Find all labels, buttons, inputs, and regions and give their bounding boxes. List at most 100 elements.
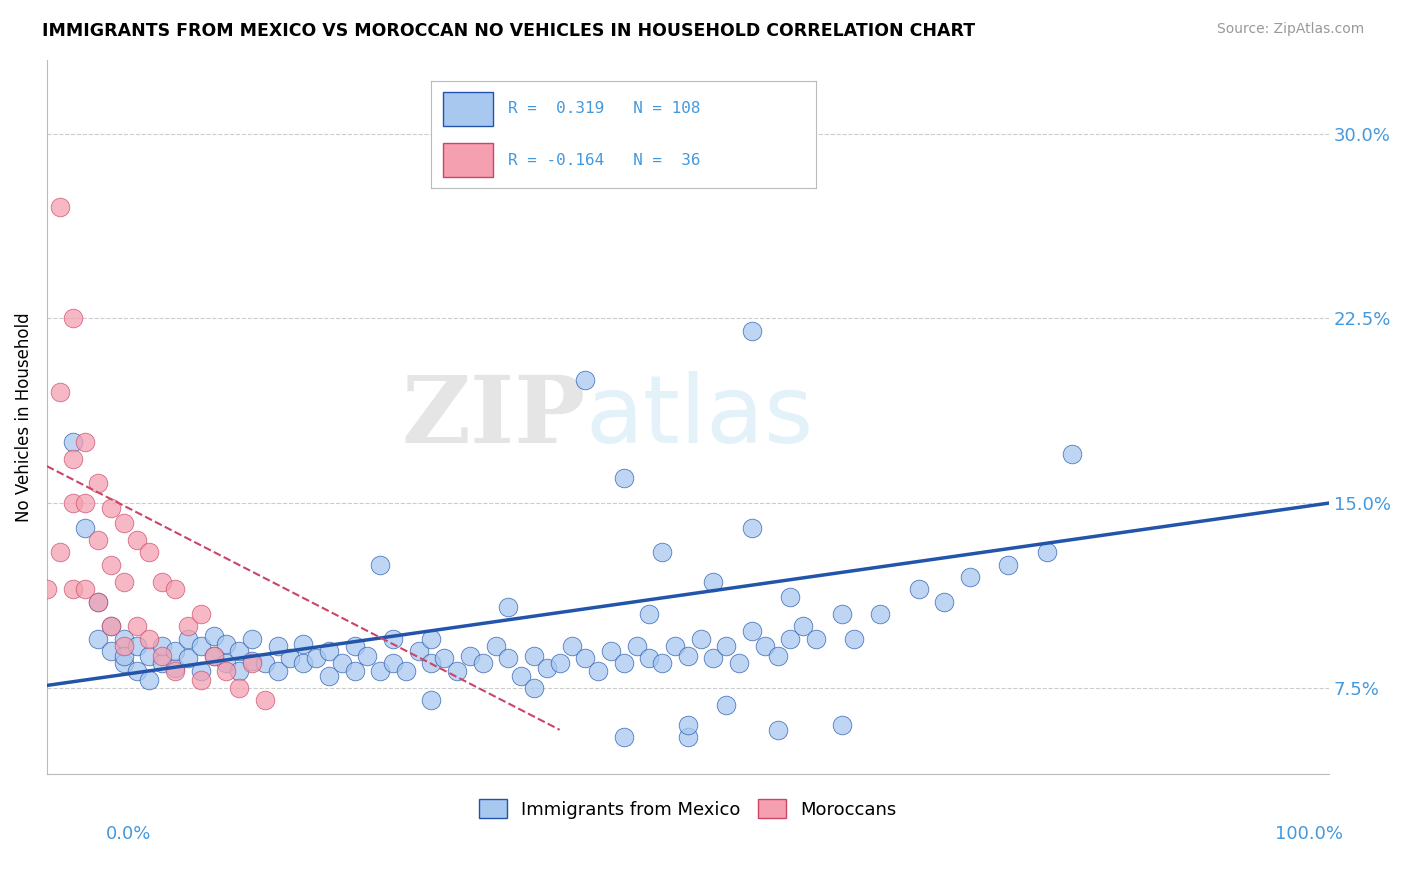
Point [190,673,212,688]
Point [138,632,160,646]
Point [165,582,187,597]
Point [177,632,200,646]
Point [638,651,661,665]
Point [87,533,110,547]
Point [600,644,623,658]
Point [100,619,122,633]
Point [676,718,699,732]
Point [150,657,173,671]
Point [356,648,378,663]
Point [741,324,763,338]
Point [125,533,148,547]
Point [165,664,187,678]
Point [997,558,1019,572]
Point [651,657,673,671]
Text: 0.0%: 0.0% [105,825,150,843]
Point [150,639,173,653]
Point [292,636,315,650]
Point [87,595,110,609]
Point [177,619,200,633]
Point [138,648,160,663]
Point [138,673,160,688]
Point [266,639,288,653]
Point [112,632,135,646]
Text: atlas: atlas [585,371,814,463]
Point [613,730,636,744]
Point [1035,545,1057,559]
Point [804,632,827,646]
Point [536,661,558,675]
Point [202,648,225,663]
Point [382,657,405,671]
Point [831,607,853,621]
Point [1062,447,1084,461]
Point [716,698,738,713]
Point [613,657,636,671]
Point [190,639,212,653]
Point [112,574,135,589]
Point [112,657,135,671]
Point [382,632,405,646]
Point [253,693,276,707]
Point [240,654,263,668]
Point [716,639,738,653]
Point [844,632,866,646]
Text: ZIP: ZIP [401,372,585,462]
Point [138,545,160,559]
Point [330,657,353,671]
Point [150,574,173,589]
Point [754,639,776,653]
Point [561,639,583,653]
Point [741,624,763,639]
Point [228,664,250,678]
Point [202,629,225,643]
Point [75,582,97,597]
Point [638,607,661,621]
Point [215,664,238,678]
Y-axis label: No Vehicles in Household: No Vehicles in Household [15,312,32,522]
Point [676,648,699,663]
Point [741,521,763,535]
Point [934,595,956,609]
Point [266,664,288,678]
Point [112,648,135,663]
Point [779,590,801,604]
Point [100,644,122,658]
Point [125,664,148,678]
Point [165,644,187,658]
Point [395,664,418,678]
Legend: Immigrants from Mexico, Moroccans: Immigrants from Mexico, Moroccans [472,792,904,826]
Point [651,545,673,559]
Point [190,664,212,678]
Point [368,664,391,678]
Point [87,476,110,491]
Point [702,651,724,665]
Point [35,582,58,597]
Point [75,434,97,449]
Point [215,657,238,671]
Point [280,651,302,665]
Point [62,434,84,449]
Point [125,639,148,653]
Point [510,668,533,682]
Point [112,639,135,653]
Point [228,644,250,658]
Text: IMMIGRANTS FROM MEXICO VS MOROCCAN NO VEHICLES IN HOUSEHOLD CORRELATION CHART: IMMIGRANTS FROM MEXICO VS MOROCCAN NO VE… [42,22,976,40]
Point [343,639,366,653]
Point [548,657,571,671]
Point [586,664,609,678]
Point [305,651,328,665]
Point [766,723,789,737]
Point [420,632,443,646]
Point [48,201,70,215]
Text: 100.0%: 100.0% [1275,825,1343,843]
Point [574,651,596,665]
Point [420,657,443,671]
Point [100,501,122,516]
Point [75,521,97,535]
Point [62,582,84,597]
Point [202,648,225,663]
Point [446,664,468,678]
Point [100,619,122,633]
Point [292,657,315,671]
